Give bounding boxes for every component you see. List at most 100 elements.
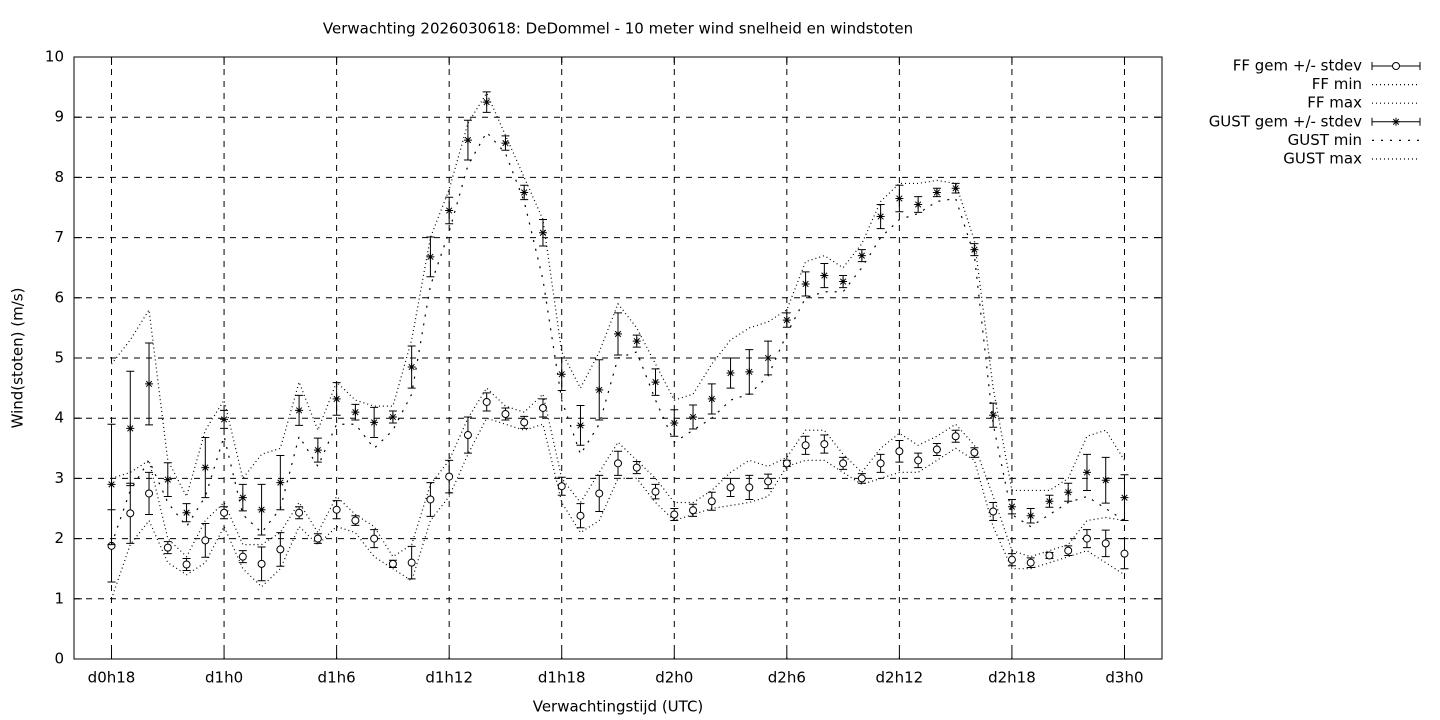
point — [351, 408, 360, 417]
y-tick-label: 7 — [54, 228, 64, 246]
point — [407, 363, 416, 372]
point — [538, 228, 547, 237]
point — [764, 354, 773, 362]
y-tick-label: 9 — [54, 108, 64, 126]
legend-label: FF max — [1307, 94, 1362, 112]
point — [689, 506, 698, 515]
point — [1101, 539, 1110, 548]
point — [632, 463, 641, 472]
point — [145, 379, 154, 388]
point — [1082, 534, 1091, 543]
x-tick-label: d2h12 — [876, 669, 924, 687]
line — [110, 417, 1125, 599]
point — [238, 552, 247, 561]
point — [951, 184, 960, 193]
legend-label: GUST max — [1283, 150, 1362, 168]
point — [1064, 488, 1073, 497]
point — [651, 487, 660, 496]
point — [145, 489, 154, 498]
point — [876, 459, 885, 468]
x-tick-label: d3h0 — [1105, 669, 1143, 687]
point — [482, 397, 491, 406]
point — [707, 394, 716, 403]
point — [951, 432, 960, 441]
y-tick-label: 3 — [54, 469, 64, 487]
point — [1007, 555, 1016, 564]
point — [276, 545, 285, 554]
point — [1007, 502, 1016, 511]
point — [914, 456, 923, 465]
point — [932, 445, 941, 454]
point — [276, 478, 285, 487]
point — [520, 188, 529, 197]
point — [595, 385, 604, 394]
legend-marker — [1392, 117, 1400, 126]
point — [839, 459, 848, 468]
point — [782, 459, 791, 468]
point — [857, 474, 866, 483]
point — [839, 277, 848, 286]
point — [295, 508, 304, 517]
point — [201, 463, 210, 472]
x-tick-label: d2h0 — [655, 669, 693, 687]
y-tick-label: 10 — [45, 48, 64, 66]
point — [932, 188, 941, 197]
point — [201, 536, 210, 545]
point — [576, 421, 585, 430]
point — [182, 560, 191, 569]
point — [501, 409, 510, 418]
line — [110, 131, 1125, 545]
point — [1045, 551, 1054, 560]
point — [126, 509, 135, 518]
point — [388, 559, 397, 568]
point — [1045, 497, 1054, 506]
point — [1101, 476, 1110, 485]
point — [295, 406, 304, 415]
y-tick-label: 8 — [54, 168, 64, 186]
point — [745, 483, 754, 492]
point — [463, 431, 472, 440]
legend-label: FF min — [1312, 75, 1362, 93]
point — [1120, 493, 1129, 502]
point — [1064, 546, 1073, 555]
point — [182, 508, 191, 517]
point — [726, 369, 735, 378]
legend-marker — [1392, 62, 1400, 70]
point — [764, 477, 773, 486]
y-tick-label: 2 — [54, 529, 64, 547]
point — [445, 206, 454, 215]
point — [820, 440, 829, 449]
point — [707, 497, 716, 506]
point — [1120, 549, 1129, 558]
point — [801, 279, 810, 288]
point — [782, 316, 791, 325]
point — [463, 136, 472, 145]
x-tick-label: d1h12 — [425, 669, 473, 687]
point — [970, 448, 979, 457]
point — [726, 483, 735, 492]
point — [538, 403, 547, 412]
point — [989, 507, 998, 516]
point — [670, 510, 679, 519]
plot-border — [73, 56, 1163, 660]
point — [876, 212, 885, 221]
x-tick-label: d1h6 — [318, 669, 356, 687]
point — [557, 370, 566, 379]
x-tick-label: d2h6 — [768, 669, 806, 687]
point — [257, 505, 266, 514]
point — [632, 337, 641, 346]
point — [107, 480, 116, 489]
y-tick-label: 0 — [54, 650, 64, 668]
point — [220, 415, 229, 424]
point — [426, 495, 435, 504]
y-tick-label: 4 — [54, 409, 64, 427]
chart-title: Verwachting 2026030618: DeDommel - 10 me… — [323, 20, 913, 38]
point — [576, 511, 585, 520]
point — [1026, 511, 1035, 520]
point — [614, 459, 622, 468]
point — [126, 424, 135, 433]
y-tick-label: 1 — [54, 589, 64, 607]
point — [370, 534, 379, 543]
point — [238, 493, 247, 502]
